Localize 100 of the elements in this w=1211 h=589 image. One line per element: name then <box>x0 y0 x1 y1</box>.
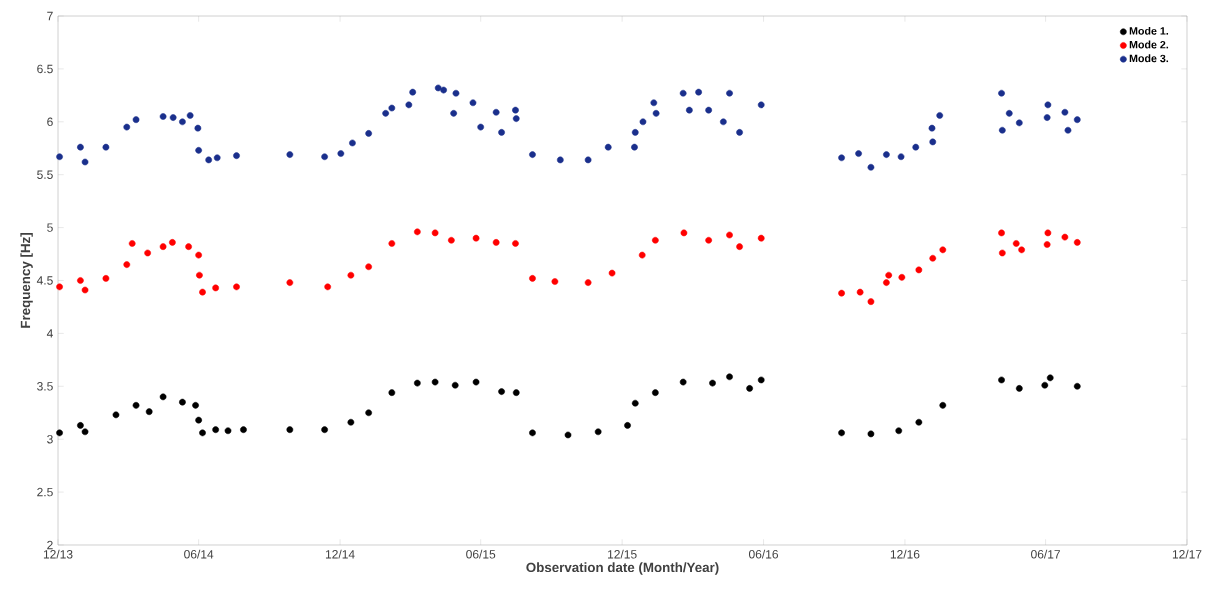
point <box>726 373 733 381</box>
point <box>883 279 890 286</box>
x-tick-label: 12/17 <box>1172 549 1202 559</box>
point <box>757 234 765 242</box>
point <box>365 263 372 271</box>
point <box>652 389 659 396</box>
point <box>448 236 455 244</box>
point <box>939 246 947 254</box>
y-tick-label: 5.5 <box>37 170 53 179</box>
point <box>56 429 63 437</box>
point <box>929 254 937 262</box>
point <box>81 428 89 436</box>
point <box>895 427 903 435</box>
point <box>195 416 202 424</box>
y-tick-label: 3 <box>47 434 53 444</box>
point <box>1015 385 1023 392</box>
point <box>492 239 500 246</box>
x-tick-label: 06/17 <box>1031 549 1060 559</box>
point <box>757 376 765 384</box>
point <box>608 269 616 277</box>
point <box>551 278 559 285</box>
point <box>1018 246 1025 254</box>
point <box>631 399 639 407</box>
point <box>1073 382 1081 390</box>
y-tick-label: 2 <box>47 540 53 550</box>
point <box>709 379 716 387</box>
point <box>159 393 167 401</box>
point <box>199 288 206 296</box>
point <box>414 228 421 236</box>
point <box>998 376 1005 384</box>
point <box>915 418 923 426</box>
point <box>414 379 421 387</box>
point <box>1012 240 1020 247</box>
point <box>347 271 355 279</box>
point <box>388 240 396 247</box>
point <box>233 283 240 291</box>
point <box>1061 233 1069 241</box>
point <box>1041 381 1049 389</box>
legend-label: Mode 3. <box>1129 54 1169 63</box>
point <box>998 229 1005 237</box>
point <box>199 429 206 437</box>
point <box>472 378 480 386</box>
point <box>705 236 712 244</box>
point <box>195 251 202 259</box>
point <box>652 236 659 244</box>
point <box>388 389 396 396</box>
y-tick-label: 2.5 <box>37 487 53 497</box>
y-tick-label: 7 <box>47 11 53 21</box>
point <box>867 430 875 438</box>
point <box>224 427 232 435</box>
point <box>324 283 332 291</box>
x-tick-label: 06/16 <box>748 549 779 559</box>
x-tick-label: 06/15 <box>466 549 496 559</box>
point <box>680 229 688 237</box>
y-tick-label: 4 <box>46 329 53 338</box>
point <box>498 388 505 395</box>
point <box>169 239 176 246</box>
y-tick-label: 5 <box>47 223 53 232</box>
point <box>240 426 247 434</box>
point <box>81 286 89 294</box>
point <box>885 271 893 279</box>
point <box>898 273 906 281</box>
point <box>1043 241 1051 248</box>
point <box>128 240 136 247</box>
point <box>179 398 186 406</box>
point <box>472 234 480 242</box>
point <box>144 249 151 257</box>
point <box>451 381 459 389</box>
point <box>286 279 294 286</box>
point <box>159 243 167 250</box>
point <box>594 428 602 436</box>
point <box>192 402 199 409</box>
y-tick-label: 6.5 <box>37 64 53 74</box>
x-tick-label: 12/14 <box>325 549 355 559</box>
x-axis-title: Observation date (Month/Year) <box>526 562 719 575</box>
point <box>212 426 219 434</box>
point <box>286 426 294 434</box>
point <box>529 429 536 437</box>
point <box>77 277 84 284</box>
point <box>838 429 845 437</box>
point <box>856 288 864 296</box>
point <box>347 418 355 426</box>
point <box>1044 229 1052 237</box>
point <box>584 279 592 286</box>
point <box>867 298 875 305</box>
point <box>123 261 131 268</box>
point <box>431 378 439 386</box>
point <box>77 422 84 429</box>
y-axis-title: Frequency [Hz] <box>20 233 33 328</box>
point <box>624 422 631 429</box>
point <box>321 426 328 434</box>
point <box>746 385 753 392</box>
x-tick-label: 12/15 <box>608 549 637 559</box>
point <box>529 275 536 282</box>
point <box>638 251 646 259</box>
point <box>512 389 520 396</box>
point <box>102 275 110 282</box>
point <box>512 240 519 247</box>
point <box>998 249 1006 257</box>
point <box>431 229 439 237</box>
